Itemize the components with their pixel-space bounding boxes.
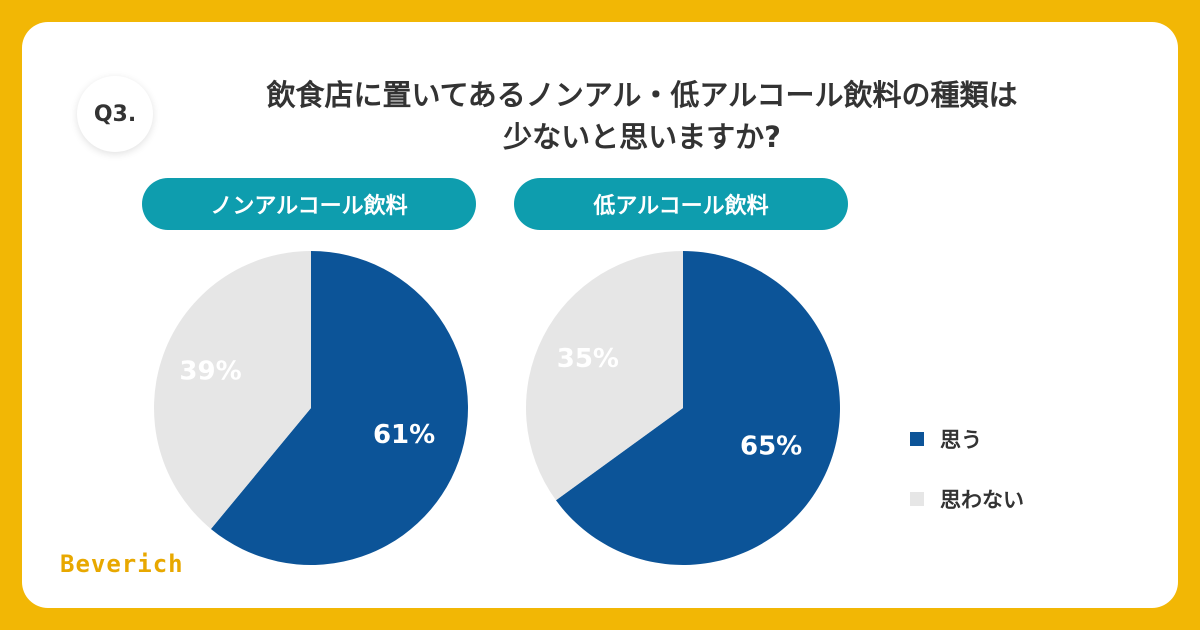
legend-item-no: 思わない xyxy=(910,484,1024,514)
title-line-1: 飲食店に置いてあるノンアル・低アルコール飲料の種類は xyxy=(266,78,1018,112)
brand-logo: Beverich xyxy=(60,550,184,578)
legend-item-yes: 思う xyxy=(910,424,1024,454)
question-number: Q3. xyxy=(93,101,137,127)
title-line-2: 少ないと思いますか? xyxy=(503,120,781,154)
legend: 思う 思わない xyxy=(910,424,1024,544)
question-badge: Q3. xyxy=(77,76,153,152)
pie-1-slice-yes xyxy=(210,251,468,565)
card: Q3. 飲食店に置いてあるノンアル・低アルコール飲料の種類は 少ないと思いますか… xyxy=(22,22,1178,608)
pie-1-slice-no xyxy=(153,251,311,529)
pie-1-label-yes: 61% xyxy=(373,420,435,450)
pie-1-label-no: 39% xyxy=(179,356,241,386)
pie-2-slice-no xyxy=(525,251,683,501)
legend-swatch-no xyxy=(910,492,924,506)
chart-title: 飲食店に置いてあるノンアル・低アルコール飲料の種類は 少ないと思いますか? xyxy=(202,74,1082,158)
pie-2-slice-yes xyxy=(555,251,840,565)
legend-label-yes: 思う xyxy=(940,428,982,452)
pie-charts: 61% 39% 65% 35% xyxy=(153,251,840,565)
pie-2-title: 低アルコール飲料 xyxy=(514,178,848,230)
legend-swatch-yes xyxy=(910,432,924,446)
pie-2-label-no: 35% xyxy=(557,344,619,374)
pie-1-title: ノンアルコール飲料 xyxy=(142,178,476,230)
legend-label-no: 思わない xyxy=(940,488,1024,512)
pie-2-label-yes: 65% xyxy=(740,431,802,461)
